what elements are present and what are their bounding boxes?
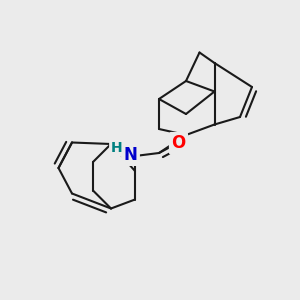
Text: N: N	[124, 146, 137, 164]
Text: H: H	[111, 141, 123, 154]
Text: O: O	[171, 134, 186, 152]
